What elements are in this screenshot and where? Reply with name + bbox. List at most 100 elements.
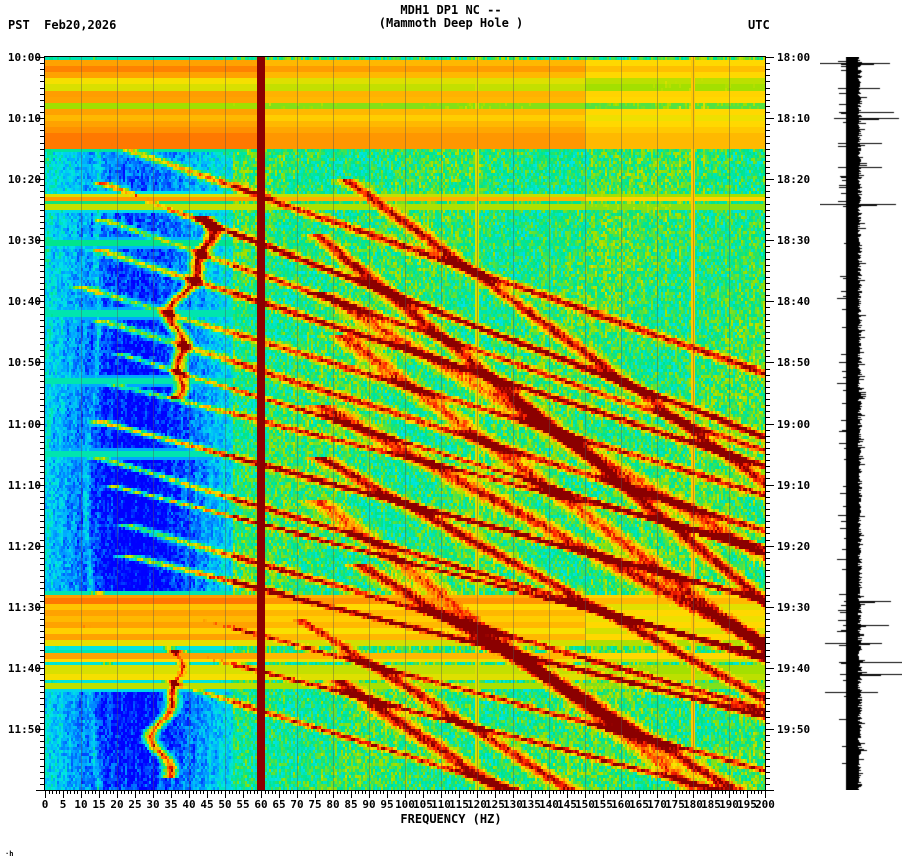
utc-time-label: 18:10	[777, 112, 811, 125]
freq-minor-tick	[283, 790, 284, 794]
axis-minor-tick	[40, 173, 45, 174]
freq-minor-tick	[95, 790, 96, 794]
station-code-label: MDH1 DP1 NC --	[400, 3, 502, 17]
axis-minor-tick	[765, 766, 770, 767]
axis-minor-tick	[765, 332, 770, 333]
axis-minor-tick	[765, 521, 770, 522]
freq-minor-tick	[164, 790, 165, 794]
axis-minor-tick	[765, 393, 770, 394]
axis-minor-tick	[40, 766, 45, 767]
axis-minor-tick	[765, 326, 770, 327]
pst-time-label: 11:00	[7, 418, 41, 431]
frequency-tick-label: 65	[272, 798, 286, 811]
freq-minor-tick	[355, 790, 356, 794]
station-name-label: (Mammoth Deep Hole )	[378, 16, 524, 30]
freq-minor-tick	[614, 790, 615, 794]
axis-minor-tick	[40, 631, 45, 632]
freq-major-tick	[639, 790, 640, 798]
freq-minor-tick	[517, 790, 518, 794]
axis-minor-tick	[40, 772, 45, 773]
axis-minor-tick	[40, 558, 45, 559]
freq-minor-tick	[308, 790, 309, 794]
freq-minor-tick	[272, 790, 273, 794]
freq-minor-tick	[455, 790, 456, 794]
axis-minor-tick	[40, 216, 45, 217]
freq-minor-tick	[329, 790, 330, 794]
axis-minor-tick	[765, 75, 770, 76]
freq-minor-tick	[758, 790, 759, 794]
axis-minor-tick	[40, 759, 45, 760]
axis-major-tick	[36, 546, 45, 547]
axis-major-tick	[765, 729, 774, 730]
axis-minor-tick	[765, 338, 770, 339]
freq-minor-tick	[157, 790, 158, 794]
plot-top-border	[44, 56, 766, 57]
freq-minor-tick	[391, 790, 392, 794]
utc-time-label: 18:30	[777, 234, 811, 247]
frequency-tick-label: 125	[485, 798, 505, 811]
freq-major-tick	[621, 790, 622, 798]
axis-minor-tick	[40, 405, 45, 406]
freq-minor-tick	[607, 790, 608, 794]
axis-minor-tick	[40, 662, 45, 663]
freq-minor-tick	[545, 790, 546, 794]
freq-minor-tick	[344, 790, 345, 794]
axis-minor-tick	[765, 601, 770, 602]
axis-minor-tick	[765, 588, 770, 589]
axis-minor-tick	[765, 698, 770, 699]
axis-minor-tick	[765, 63, 770, 64]
axis-major-tick	[765, 240, 774, 241]
axis-minor-tick	[40, 613, 45, 614]
helicorder-trace-panel[interactable]	[820, 57, 902, 790]
freq-minor-tick	[106, 790, 107, 794]
axis-minor-tick	[765, 436, 770, 437]
axis-minor-tick	[40, 601, 45, 602]
axis-minor-tick	[765, 320, 770, 321]
freq-minor-tick	[686, 790, 687, 794]
axis-minor-tick	[40, 222, 45, 223]
freq-minor-tick	[182, 790, 183, 794]
freq-minor-tick	[322, 790, 323, 794]
axis-minor-tick	[40, 466, 45, 467]
frequency-tick-label: 145	[557, 798, 577, 811]
freq-major-tick	[369, 790, 370, 798]
helicorder-trace-image	[820, 57, 902, 790]
frequency-tick-label: 170	[647, 798, 667, 811]
axis-minor-tick	[765, 686, 770, 687]
freq-minor-tick	[347, 790, 348, 794]
frequency-axis-title: FREQUENCY (HZ)	[400, 812, 502, 826]
axis-minor-tick	[765, 210, 770, 211]
axis-minor-tick	[765, 271, 770, 272]
axis-minor-tick	[40, 338, 45, 339]
axis-major-tick	[765, 57, 774, 58]
freq-minor-tick	[178, 790, 179, 794]
axis-minor-tick	[765, 503, 770, 504]
utc-time-label: 19:00	[777, 418, 811, 431]
axis-minor-tick	[40, 100, 45, 101]
axis-minor-tick	[765, 216, 770, 217]
axis-major-tick	[36, 668, 45, 669]
axis-minor-tick	[40, 143, 45, 144]
spectrogram-plot[interactable]	[45, 57, 765, 790]
axis-minor-tick	[40, 576, 45, 577]
frequency-tick-label: 90	[362, 798, 376, 811]
freq-minor-tick	[88, 790, 89, 794]
axis-minor-tick	[765, 509, 770, 510]
freq-minor-tick	[175, 790, 176, 794]
freq-minor-tick	[599, 790, 600, 794]
axis-minor-tick	[40, 448, 45, 449]
freq-minor-tick	[578, 790, 579, 794]
axis-minor-tick	[40, 753, 45, 754]
frequency-tick-label: 130	[503, 798, 523, 811]
freq-minor-tick	[653, 790, 654, 794]
freq-major-tick	[297, 790, 298, 798]
frequency-tick-label: 140	[539, 798, 559, 811]
pst-time-label: 10:50	[7, 356, 41, 369]
axis-minor-tick	[40, 686, 45, 687]
freq-major-tick	[243, 790, 244, 798]
axis-minor-tick	[40, 375, 45, 376]
axis-minor-tick	[40, 252, 45, 253]
freq-minor-tick	[427, 790, 428, 794]
axis-minor-tick	[765, 576, 770, 577]
freq-major-tick	[171, 790, 172, 798]
